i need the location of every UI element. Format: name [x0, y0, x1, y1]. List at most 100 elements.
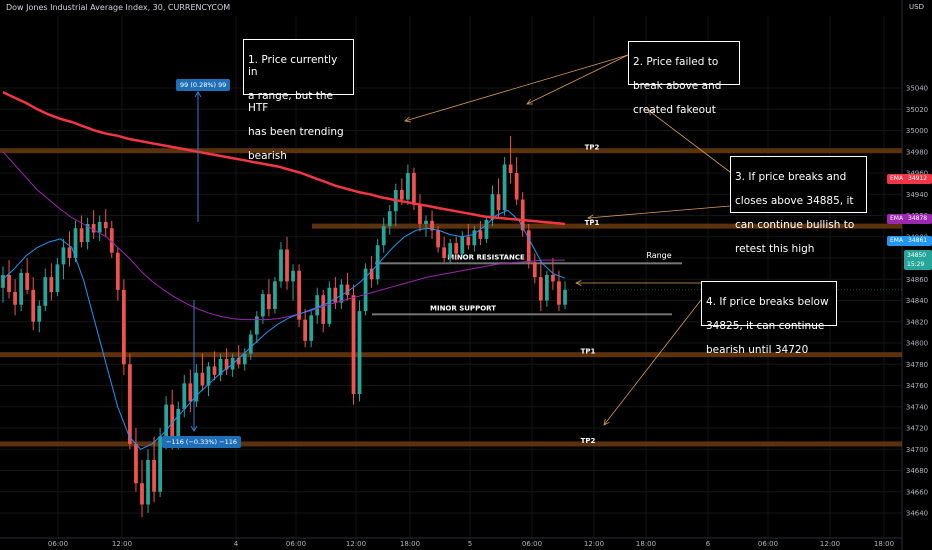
- level-label: TP1: [585, 219, 600, 227]
- candle-body: [242, 353, 247, 365]
- level-band: [0, 148, 902, 154]
- level-band: [0, 441, 902, 447]
- candle-body: [309, 315, 314, 341]
- candle-body: [303, 319, 308, 341]
- annotation-3-line-2: closes above 34885, it: [735, 195, 854, 207]
- y-tick-label: 34800: [906, 340, 928, 348]
- ema-red-name: EMA: [890, 175, 904, 182]
- arrowhead-icon: [404, 116, 411, 123]
- candle-body: [1, 275, 5, 288]
- candle-body: [490, 194, 495, 220]
- level-label: TP1: [581, 348, 596, 356]
- arrowhead-icon: [526, 99, 533, 105]
- candle-body: [315, 295, 320, 316]
- candle-body: [399, 190, 404, 200]
- candle-body: [115, 252, 120, 290]
- candle-body: [538, 277, 543, 301]
- candle-body: [91, 224, 96, 233]
- candle-body: [563, 289, 567, 305]
- y-tick-label: 34980: [906, 148, 928, 156]
- candle-body: [357, 311, 362, 394]
- candle-body: [412, 173, 416, 205]
- ema-purple-name: EMA: [890, 215, 904, 222]
- symbol-title: Dow Jones Industrial Average Index, 30, …: [6, 3, 231, 12]
- candle-body: [134, 443, 138, 484]
- candle-body: [194, 372, 199, 402]
- candle-body: [436, 230, 440, 248]
- candle-body: [406, 173, 410, 200]
- candle-body: [345, 284, 350, 296]
- ema-purple-tag: EMA 34878: [887, 214, 932, 224]
- candle-body: [188, 383, 193, 402]
- candle-body: [43, 277, 48, 306]
- candle-body: [97, 221, 102, 233]
- x-tick-label: 12:00: [112, 540, 132, 548]
- last-price-value: 34850: [907, 252, 927, 259]
- candle-body: [418, 204, 422, 224]
- x-tick-label: 06:00: [48, 540, 68, 548]
- candle-body: [267, 294, 271, 309]
- candle-body: [508, 164, 513, 173]
- connector-3b: [587, 205, 731, 219]
- candle-body: [279, 249, 283, 282]
- currency-label: USD: [909, 3, 924, 11]
- arrowhead-icon: [647, 109, 654, 116]
- candle-body: [496, 194, 501, 211]
- level-band: [372, 313, 672, 316]
- candle-body: [67, 247, 72, 258]
- candle-body: [544, 275, 549, 301]
- candle-body: [182, 383, 187, 409]
- y-tick-label: 34640: [906, 510, 928, 518]
- arrowhead-icon: [575, 280, 582, 286]
- candle-body: [327, 287, 332, 324]
- candle-body: [339, 284, 344, 303]
- x-tick-label: 12:00: [820, 540, 840, 548]
- y-tick-label: 34820: [906, 318, 928, 326]
- candle-body: [381, 226, 386, 246]
- candle-body: [170, 404, 175, 439]
- y-tick-label: 34660: [906, 488, 928, 496]
- ema-red-line: [2, 91, 566, 226]
- y-tick-label: 34720: [906, 425, 928, 433]
- candle-body: [472, 230, 477, 246]
- candle-body: [424, 220, 428, 224]
- candle-body: [19, 272, 24, 305]
- annotation-3: 3. If price breaks and closes above 3488…: [730, 156, 867, 255]
- candle-body: [478, 230, 483, 239]
- measure-label-down: −116 (−0.33%) −116: [162, 436, 242, 448]
- candle-body: [448, 243, 453, 258]
- arrow-down-icon: [190, 425, 198, 432]
- x-tick-label: 6: [706, 540, 711, 548]
- candle-body: [146, 459, 150, 505]
- x-tick-label: 06:00: [286, 540, 306, 548]
- level-label: TP2: [581, 437, 596, 445]
- candle-body: [61, 247, 66, 265]
- candle-body: [484, 219, 489, 239]
- y-tick-label: 34740: [906, 403, 928, 411]
- annotation-1-line-2: a range, but the HTF: [248, 90, 333, 114]
- y-tick-label: 34760: [906, 382, 928, 390]
- candle-body: [551, 275, 555, 282]
- y-tick-label: 34680: [906, 467, 928, 475]
- candle-body: [79, 228, 84, 243]
- candle-body: [369, 268, 374, 280]
- annotation-3-line-1: 3. If price breaks and: [735, 171, 847, 183]
- candle-body: [430, 220, 434, 231]
- candle-body: [140, 483, 144, 505]
- candle-body: [387, 211, 392, 227]
- ema-blue-line: [2, 209, 566, 450]
- y-tick-label: 35000: [906, 127, 928, 135]
- level-band: [312, 223, 902, 229]
- annotation-3-line-3: can continue bullish to: [735, 219, 855, 231]
- connector-2b: [526, 54, 629, 105]
- candle-body: [454, 243, 459, 254]
- candle-body: [502, 164, 507, 211]
- annotation-3-line-4: retest this high: [735, 243, 815, 255]
- candle-body: [442, 247, 447, 258]
- candle-body: [460, 236, 465, 254]
- ema-blue-value: 34861: [908, 237, 928, 244]
- candle-body: [200, 372, 205, 386]
- candle-body: [85, 224, 90, 243]
- annotation-4-line-3: bearish until 34720: [706, 344, 809, 356]
